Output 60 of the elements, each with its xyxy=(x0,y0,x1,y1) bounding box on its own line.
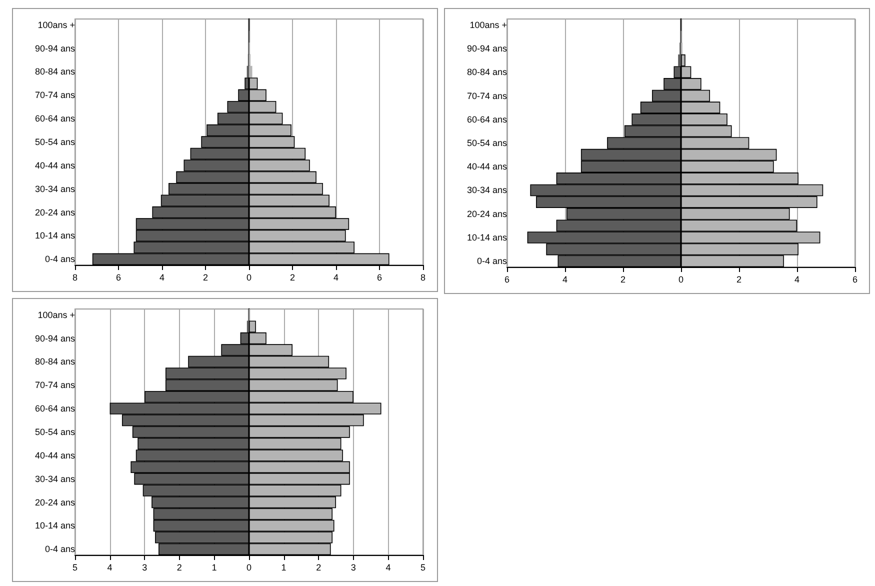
y-tick-label: 40-44 ans xyxy=(34,450,76,460)
x-tick-label: 6 xyxy=(504,274,510,284)
y-tick-label: 10-14 ans xyxy=(34,520,76,531)
y-tick-label: 50-54 ans xyxy=(466,138,508,148)
y-tick-label: 90-94 ans xyxy=(34,333,76,344)
y-tick-label: 100ans + xyxy=(470,20,507,30)
y-tick-label: 100ans + xyxy=(38,310,75,320)
y-tick-label: 80-84 ans xyxy=(34,356,76,367)
x-tick-label: 4 xyxy=(159,272,165,282)
x-tick-label: 6 xyxy=(376,272,382,282)
x-tick-label: 2 xyxy=(316,562,322,572)
x-tick-label: 8 xyxy=(420,272,426,282)
x-tick-label: 4 xyxy=(107,562,112,572)
x-tick-label: 2 xyxy=(176,562,182,572)
y-tick-label: 70-74 ans xyxy=(466,90,508,101)
y-tick-label: 40-44 ans xyxy=(466,162,508,172)
y-tick-label: 30-34 ans xyxy=(34,474,76,484)
y-tick-label: 90-94 ans xyxy=(34,43,76,54)
x-tick-label: 4 xyxy=(562,274,568,284)
x-tick-label: 3 xyxy=(142,562,148,572)
y-tick-label: 60-64 ans xyxy=(34,404,76,414)
x-tick-label: 0 xyxy=(246,272,252,282)
y-tick-label: 80-84 ans xyxy=(466,67,508,78)
x-tick-label: 4 xyxy=(386,562,391,572)
y-tick-label: 0-4 ans xyxy=(476,256,508,266)
x-tick-label: 6 xyxy=(852,274,858,284)
y-tick-label: 100ans + xyxy=(38,20,75,30)
y-tick-label: 10-14 ans xyxy=(466,232,508,242)
x-tick-label: 1 xyxy=(212,562,217,572)
y-tick-label: 60-64 ans xyxy=(466,114,508,124)
y-tick-label: 90-94 ans xyxy=(466,44,508,54)
y-tick-label: 50-54 ans xyxy=(34,427,76,437)
y-tick-label: 60-64 ans xyxy=(34,114,76,124)
x-tick-label: 5 xyxy=(420,562,426,572)
y-tick-label: 80-84 ans xyxy=(34,66,76,77)
x-tick-label: 2 xyxy=(736,274,742,284)
x-tick-label: 4 xyxy=(794,274,800,284)
y-tick-label: 20-24 ans xyxy=(34,207,76,218)
x-tick-label: 1 xyxy=(281,562,286,572)
y-tick-label: 30-34 ans xyxy=(466,185,508,196)
y-tick-label: 0-4 ans xyxy=(44,544,76,554)
y-tick-label: 40-44 ans xyxy=(34,160,76,170)
y-tick-label: 50-54 ans xyxy=(34,137,76,147)
x-tick-label: 2 xyxy=(202,272,208,282)
x-tick-label: 2 xyxy=(620,274,626,284)
y-tick-label: 20-24 ans xyxy=(34,497,76,508)
y-tick-label: 0-4 ans xyxy=(44,254,76,264)
x-tick-label: 0 xyxy=(246,562,252,572)
y-tick-label: 10-14 ans xyxy=(34,230,76,241)
x-tick-label: 6 xyxy=(116,272,122,282)
y-tick-label: 20-24 ans xyxy=(466,208,508,219)
x-tick-label: 8 xyxy=(72,272,78,282)
x-tick-label: 2 xyxy=(290,272,296,282)
x-tick-label: 3 xyxy=(350,562,356,572)
x-tick-label: 5 xyxy=(72,562,78,572)
y-tick-label: 70-74 ans xyxy=(34,90,76,100)
y-tick-label: 30-34 ans xyxy=(34,184,76,194)
x-tick-label: 0 xyxy=(678,274,684,284)
y-tick-label: 70-74 ans xyxy=(34,380,76,390)
x-tick-label: 4 xyxy=(333,272,339,282)
